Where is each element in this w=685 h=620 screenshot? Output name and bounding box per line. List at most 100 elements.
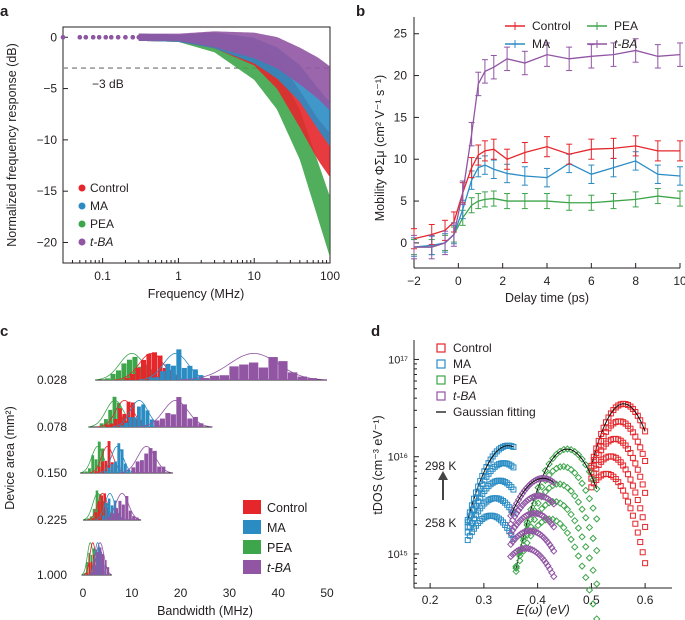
panel-d-label: d xyxy=(371,323,380,340)
panel-d-point-PEA xyxy=(571,492,579,500)
panel-c-xtick-label: 40 xyxy=(272,586,286,600)
panel-b-xlabel: Delay time (ps) xyxy=(505,291,589,305)
panel-c-bar-MA xyxy=(132,417,137,427)
panel-a-ytick-label: −20 xyxy=(37,235,58,249)
legend-b-label-t-BA: t-BA xyxy=(614,37,637,51)
panel-a-xtick-label: 10 xyxy=(248,269,262,283)
panel-d-point-PEA xyxy=(585,523,594,532)
panel-d-point-Control xyxy=(632,520,639,527)
legend-d-label-Control: Control xyxy=(453,341,492,355)
panel-d-point-PEA xyxy=(582,486,590,495)
panel-c-bar-PEA xyxy=(86,518,90,520)
legend-c-swatch-MA xyxy=(243,520,261,534)
panel-c-bar-t-BA xyxy=(239,364,249,380)
panel-d-point-PEA xyxy=(578,479,586,488)
panel-c-xtick-label: 0 xyxy=(80,586,87,600)
panel-b-ytick-label: 15 xyxy=(394,110,408,124)
panel-d-point-t-BA xyxy=(520,499,529,507)
panel-c-bar-t-BA xyxy=(132,516,136,520)
panel-c-bar-t-BA xyxy=(287,372,298,380)
legend-d-marker-t-BA xyxy=(436,391,446,401)
panel-b-line-t-BA xyxy=(414,49,681,248)
panel-c-bar-t-BA xyxy=(121,504,125,520)
panel-c-bar-t-BA xyxy=(114,508,119,520)
legend-d-label-Gaussian fitting: Gaussian fitting xyxy=(453,405,536,419)
panel-d-point-PEA xyxy=(589,600,597,608)
panel-c-bar-PEA xyxy=(84,471,88,473)
panel-d-point-PEA xyxy=(578,562,586,570)
panel-d-point-PEA xyxy=(563,505,572,514)
panel-c-bar-Control xyxy=(113,418,118,427)
panel-d-point-Control xyxy=(642,428,649,435)
panel-c-bar-t-BA xyxy=(165,413,171,427)
panel-d-point-Control xyxy=(629,482,636,489)
panel-d-point-PEA xyxy=(578,455,586,463)
panel-a-ytick-label: −10 xyxy=(37,133,58,147)
panel-c-gauss-t-BA xyxy=(139,399,213,428)
panel-c-category-label: 0.225 xyxy=(37,513,67,527)
panel-d-point-PEA xyxy=(512,562,520,571)
panel-c-bar-PEA xyxy=(99,423,104,427)
legend-c-swatch-Control xyxy=(243,500,261,514)
panel-d-point-Control xyxy=(637,444,644,451)
panel-d-point-PEA xyxy=(567,445,575,454)
panel-d-point-PEA xyxy=(578,533,586,541)
panel-d-point-PEA xyxy=(571,543,579,551)
panel-c-bar-t-BA xyxy=(91,571,94,575)
panel-c-bar-MA xyxy=(128,417,133,427)
panel-c-xtick-label: 50 xyxy=(320,586,334,600)
panel-d-point-t-BA xyxy=(508,538,517,546)
panel-c-bar-t-BA xyxy=(96,551,99,575)
panel-a-xtick-label: 1 xyxy=(175,269,182,283)
panel-d-xtick-label: 0.4 xyxy=(529,593,546,607)
panel-d-point-PEA xyxy=(582,573,590,582)
panel-a-point-t-BA xyxy=(103,35,108,40)
panel-d-point-PEA xyxy=(571,516,579,525)
panel-c-bar-MA xyxy=(124,422,128,427)
panel-c-bar-Control xyxy=(109,513,112,520)
panel-a-frequency-response: a 0.1 1 10 100 0 −5 −10 −15 −20 −3 dB Control MA P… xyxy=(0,3,340,301)
panel-b-label: b xyxy=(356,3,365,20)
panel-d-point-t-BA xyxy=(550,523,558,531)
panel-c-bar-Control xyxy=(146,353,152,380)
panel-c-bar-t-BA xyxy=(181,404,187,427)
panel-a-ytick-label: −5 xyxy=(43,82,57,96)
panel-d-point-t-BA xyxy=(544,562,552,570)
panel-c-bar-MA xyxy=(123,463,127,473)
panel-a-point-t-BA xyxy=(123,35,128,40)
panel-c-bar-MA xyxy=(192,369,198,380)
panel-d-point-Control xyxy=(629,454,636,461)
panel-d-point-t-BA xyxy=(516,492,525,501)
panel-d-point-PEA xyxy=(534,499,542,507)
panel-d-point-Control xyxy=(627,476,634,483)
panel-c-bar-t-BA xyxy=(209,375,220,380)
panel-c-gauss-t-BA xyxy=(120,445,173,474)
panel-d-point-t-BA xyxy=(507,552,515,561)
panel-b-ytick-label: 10 xyxy=(394,152,408,166)
panel-d-point-t-BA xyxy=(518,501,527,509)
panel-a-point-t-BA xyxy=(60,35,66,40)
panel-d-point-t-BA xyxy=(518,514,527,523)
panel-c-bar-PEA xyxy=(126,359,133,380)
panel-d-point-t-BA xyxy=(542,474,550,483)
panel-c-category-label: 1.000 xyxy=(37,568,67,582)
panel-c-bar-t-BA xyxy=(111,513,115,520)
panel-d-point-PEA xyxy=(563,529,572,537)
panel-d-point-PEA xyxy=(560,501,568,510)
panel-d-point-t-BA xyxy=(516,516,525,524)
legend-b-label-Control: Control xyxy=(532,19,571,33)
panel-d-point-PEA xyxy=(523,521,531,529)
panel-d-ytick-label: 10¹⁵ xyxy=(388,549,408,561)
panel-d-point-MA xyxy=(510,464,517,471)
panel-d-point-PEA xyxy=(593,580,601,588)
panel-d-point-PEA xyxy=(574,473,583,482)
panel-c-bar-MA xyxy=(117,443,121,473)
panel-d-point-PEA xyxy=(563,463,572,472)
panel-c-bar-t-BA xyxy=(176,397,182,427)
panel-c-bar-Control xyxy=(109,423,114,427)
panel-c-bar-Control xyxy=(97,501,101,520)
panel-d-point-PEA xyxy=(545,460,553,468)
panel-c-category-label: 0.150 xyxy=(37,466,67,480)
panel-b-ytick-label: 0 xyxy=(400,236,407,250)
